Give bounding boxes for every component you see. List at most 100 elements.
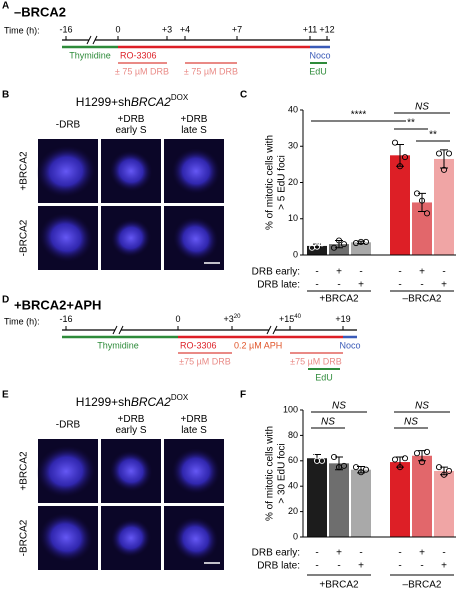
y-tick-label: 0: [293, 249, 298, 259]
time-tick-main: +3: [224, 314, 234, 324]
label: RO-3306: [180, 340, 217, 350]
nucleus: [171, 148, 221, 195]
column-label: +DRB: [118, 114, 145, 125]
label: Noco: [309, 50, 330, 60]
condition-sign: +: [419, 548, 425, 559]
data-point: [340, 462, 348, 469]
header-sup: DOX: [171, 93, 189, 102]
nucleus: [109, 450, 153, 492]
condition-sign: +: [419, 267, 425, 278]
nucleus: [109, 150, 153, 192]
data-point: [418, 197, 426, 204]
data-point: [391, 139, 399, 146]
time-tick-label: +1540: [279, 314, 302, 325]
group-label: –BRCA2: [403, 580, 442, 591]
label: EdU: [309, 66, 327, 76]
condition-sign: +: [336, 267, 342, 278]
significance-label: **: [407, 118, 415, 129]
error-bar: [440, 149, 448, 169]
condition-label: DRB late:: [257, 280, 300, 291]
nucleus: [173, 217, 219, 261]
data-point: [362, 466, 370, 473]
condition-sign: -: [315, 548, 318, 559]
label: ± 75 µM DRB: [184, 66, 238, 76]
header-gene: BRCA2: [131, 95, 171, 109]
data-point: [335, 237, 343, 244]
data-point: [401, 154, 409, 161]
y-tick-label: 100: [283, 404, 298, 414]
data-point: [396, 163, 404, 170]
condition-label: DRB early:: [252, 548, 300, 559]
time-tick-label: 0: [175, 314, 180, 324]
data-point: [391, 456, 399, 463]
panel-title: –BRCA2: [14, 4, 66, 19]
data-point: [330, 453, 338, 461]
condition-sign: +: [358, 561, 364, 572]
time-tick-label: +12: [319, 24, 334, 34]
condition-sign: -: [420, 561, 423, 572]
column-label: +DRB: [118, 414, 145, 425]
row-label: +BRCA2: [19, 151, 30, 191]
condition-sign: -: [398, 267, 401, 278]
column-label: early S: [115, 125, 146, 136]
data-point: [445, 150, 453, 157]
time-tick-main: +19: [335, 314, 350, 324]
data-point: [445, 467, 453, 475]
nucleus: [36, 145, 96, 198]
label: RO-3306: [120, 50, 157, 60]
data-point: [418, 459, 426, 466]
y-axis-label: > 30 EdU foci: [277, 443, 288, 503]
condition-sign: -: [442, 267, 445, 278]
condition-sign: -: [359, 267, 362, 278]
significance-label: NS: [404, 417, 418, 428]
time-tick-label: -16: [59, 314, 72, 324]
group-label: –BRCA2: [403, 294, 442, 305]
y-tick-label: 20: [288, 177, 298, 187]
axis-break-gap: [115, 326, 121, 334]
significance-label: ****: [351, 110, 367, 121]
time-tick-main: -16: [59, 314, 72, 324]
data-point: [423, 448, 431, 455]
condition-sign: -: [315, 267, 318, 278]
axis-break-gap: [89, 36, 95, 44]
panel-letter: C: [240, 90, 247, 101]
label: EdU: [315, 372, 333, 382]
axis-break: [92, 35, 98, 45]
data-point: [357, 469, 365, 476]
data-point: [318, 240, 326, 247]
time-tick-label: +7: [232, 24, 242, 34]
condition-sign: -: [315, 561, 318, 572]
nucleus: [36, 445, 96, 498]
header-prefix: H1299+sh: [76, 395, 131, 409]
column-label: +DRB: [181, 114, 208, 125]
nucleus: [110, 218, 152, 258]
data-point: [435, 464, 443, 471]
significance-label: NS: [415, 401, 429, 412]
y-tick-label: 20: [288, 506, 298, 516]
data-point: [423, 210, 431, 217]
y-tick-label: 80: [288, 430, 298, 440]
bar: [390, 462, 410, 537]
time-label: Time (h):: [4, 25, 40, 35]
label: ±75 µM DRB: [179, 356, 231, 366]
panel-letter: A: [2, 1, 9, 12]
significance-label: NS: [321, 417, 335, 428]
condition-sign: -: [398, 561, 401, 572]
header-gene: BRCA2: [131, 395, 171, 409]
time-tick-sup: 20: [234, 314, 241, 320]
axis-break: [272, 325, 278, 335]
panel-letter: D: [2, 295, 9, 306]
y-axis-label: % of mitotic cells with: [265, 135, 276, 230]
panel-letter: B: [2, 90, 9, 101]
bar: [329, 244, 349, 255]
condition-sign: -: [398, 280, 401, 291]
significance-label: NS: [415, 102, 429, 113]
bar: [307, 458, 327, 537]
time-tick-sup: 40: [294, 314, 301, 320]
bar: [329, 463, 349, 537]
condition-sign: +: [336, 548, 342, 559]
condition-sign: -: [420, 280, 423, 291]
row-label: -BRCA2: [19, 519, 30, 556]
axis-break: [118, 325, 124, 335]
